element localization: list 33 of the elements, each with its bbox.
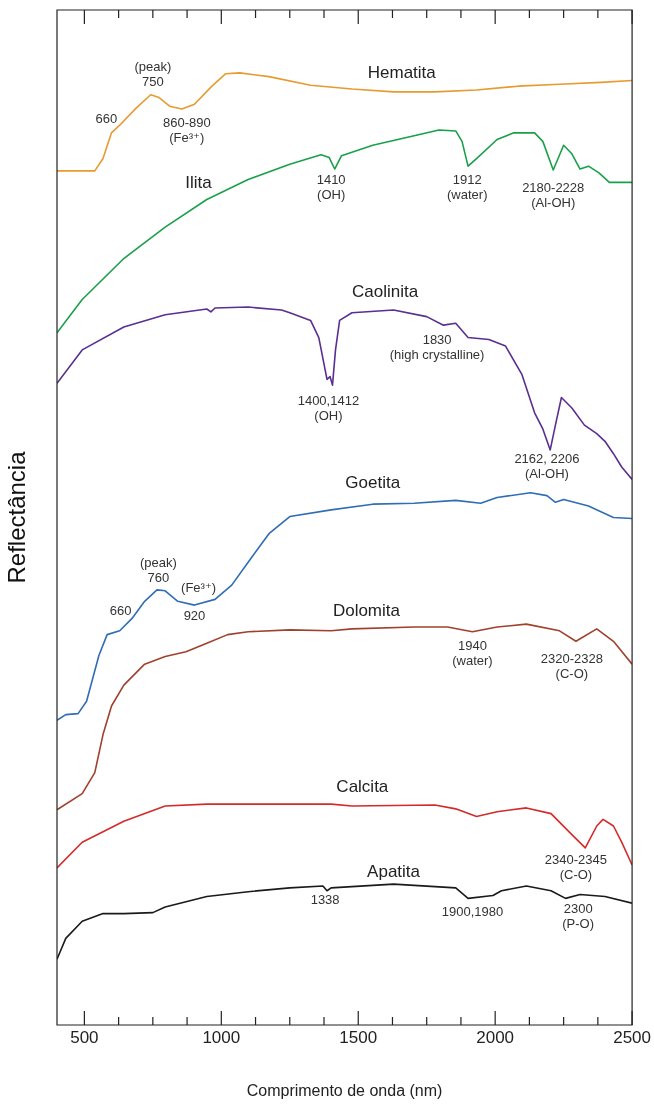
x-axis-title: Comprimento de onda (nm): [246, 1081, 443, 1099]
series-label: Dolomita: [332, 601, 401, 621]
x-tick-label: 1500: [339, 1027, 378, 1047]
annotation: 660: [95, 111, 118, 127]
annotation: (Fe³⁺): [181, 580, 217, 596]
x-tick-label: 2500: [613, 1027, 651, 1047]
annotation: 920: [183, 608, 206, 624]
annotation: 2180-2228 (Al-OH): [522, 179, 585, 210]
annotation: (peak) 760: [139, 554, 177, 585]
annotation: 1338: [310, 891, 340, 907]
y-axis-title: Reflectância: [3, 450, 31, 584]
x-tick-label: 2000: [476, 1027, 515, 1047]
series-label: Calcita: [336, 776, 389, 796]
series-label: Goetita: [345, 472, 401, 492]
annotation: 2162, 2206 (Al-OH): [514, 451, 580, 482]
annotation: 660: [109, 603, 132, 619]
annotation: 1410 (OH): [316, 172, 346, 203]
annotation: 2300 (P-O): [562, 901, 595, 932]
annotation: 1940 (water): [452, 637, 493, 668]
annotation: 2340-2345 (C-O): [544, 851, 608, 882]
series-label: Hematita: [367, 63, 437, 83]
annotation: 1400,1412 (OH): [297, 393, 360, 424]
annotation: 1912 (water): [447, 172, 488, 203]
series-label: Ilita: [185, 172, 213, 192]
annotation: 1830 (high crystalline): [389, 332, 485, 363]
x-tick-label: 1000: [202, 1027, 241, 1047]
annotation: 2320-2328 (C-O): [540, 651, 603, 682]
series-label: Caolinita: [352, 282, 419, 302]
x-tick-label: 500: [70, 1027, 99, 1047]
annotation: 860-890 (Fe³⁺): [162, 115, 211, 145]
annotation: 1900,1980: [441, 904, 504, 920]
series-label: Apatita: [367, 862, 421, 882]
annotation: (peak) 750: [134, 58, 172, 89]
